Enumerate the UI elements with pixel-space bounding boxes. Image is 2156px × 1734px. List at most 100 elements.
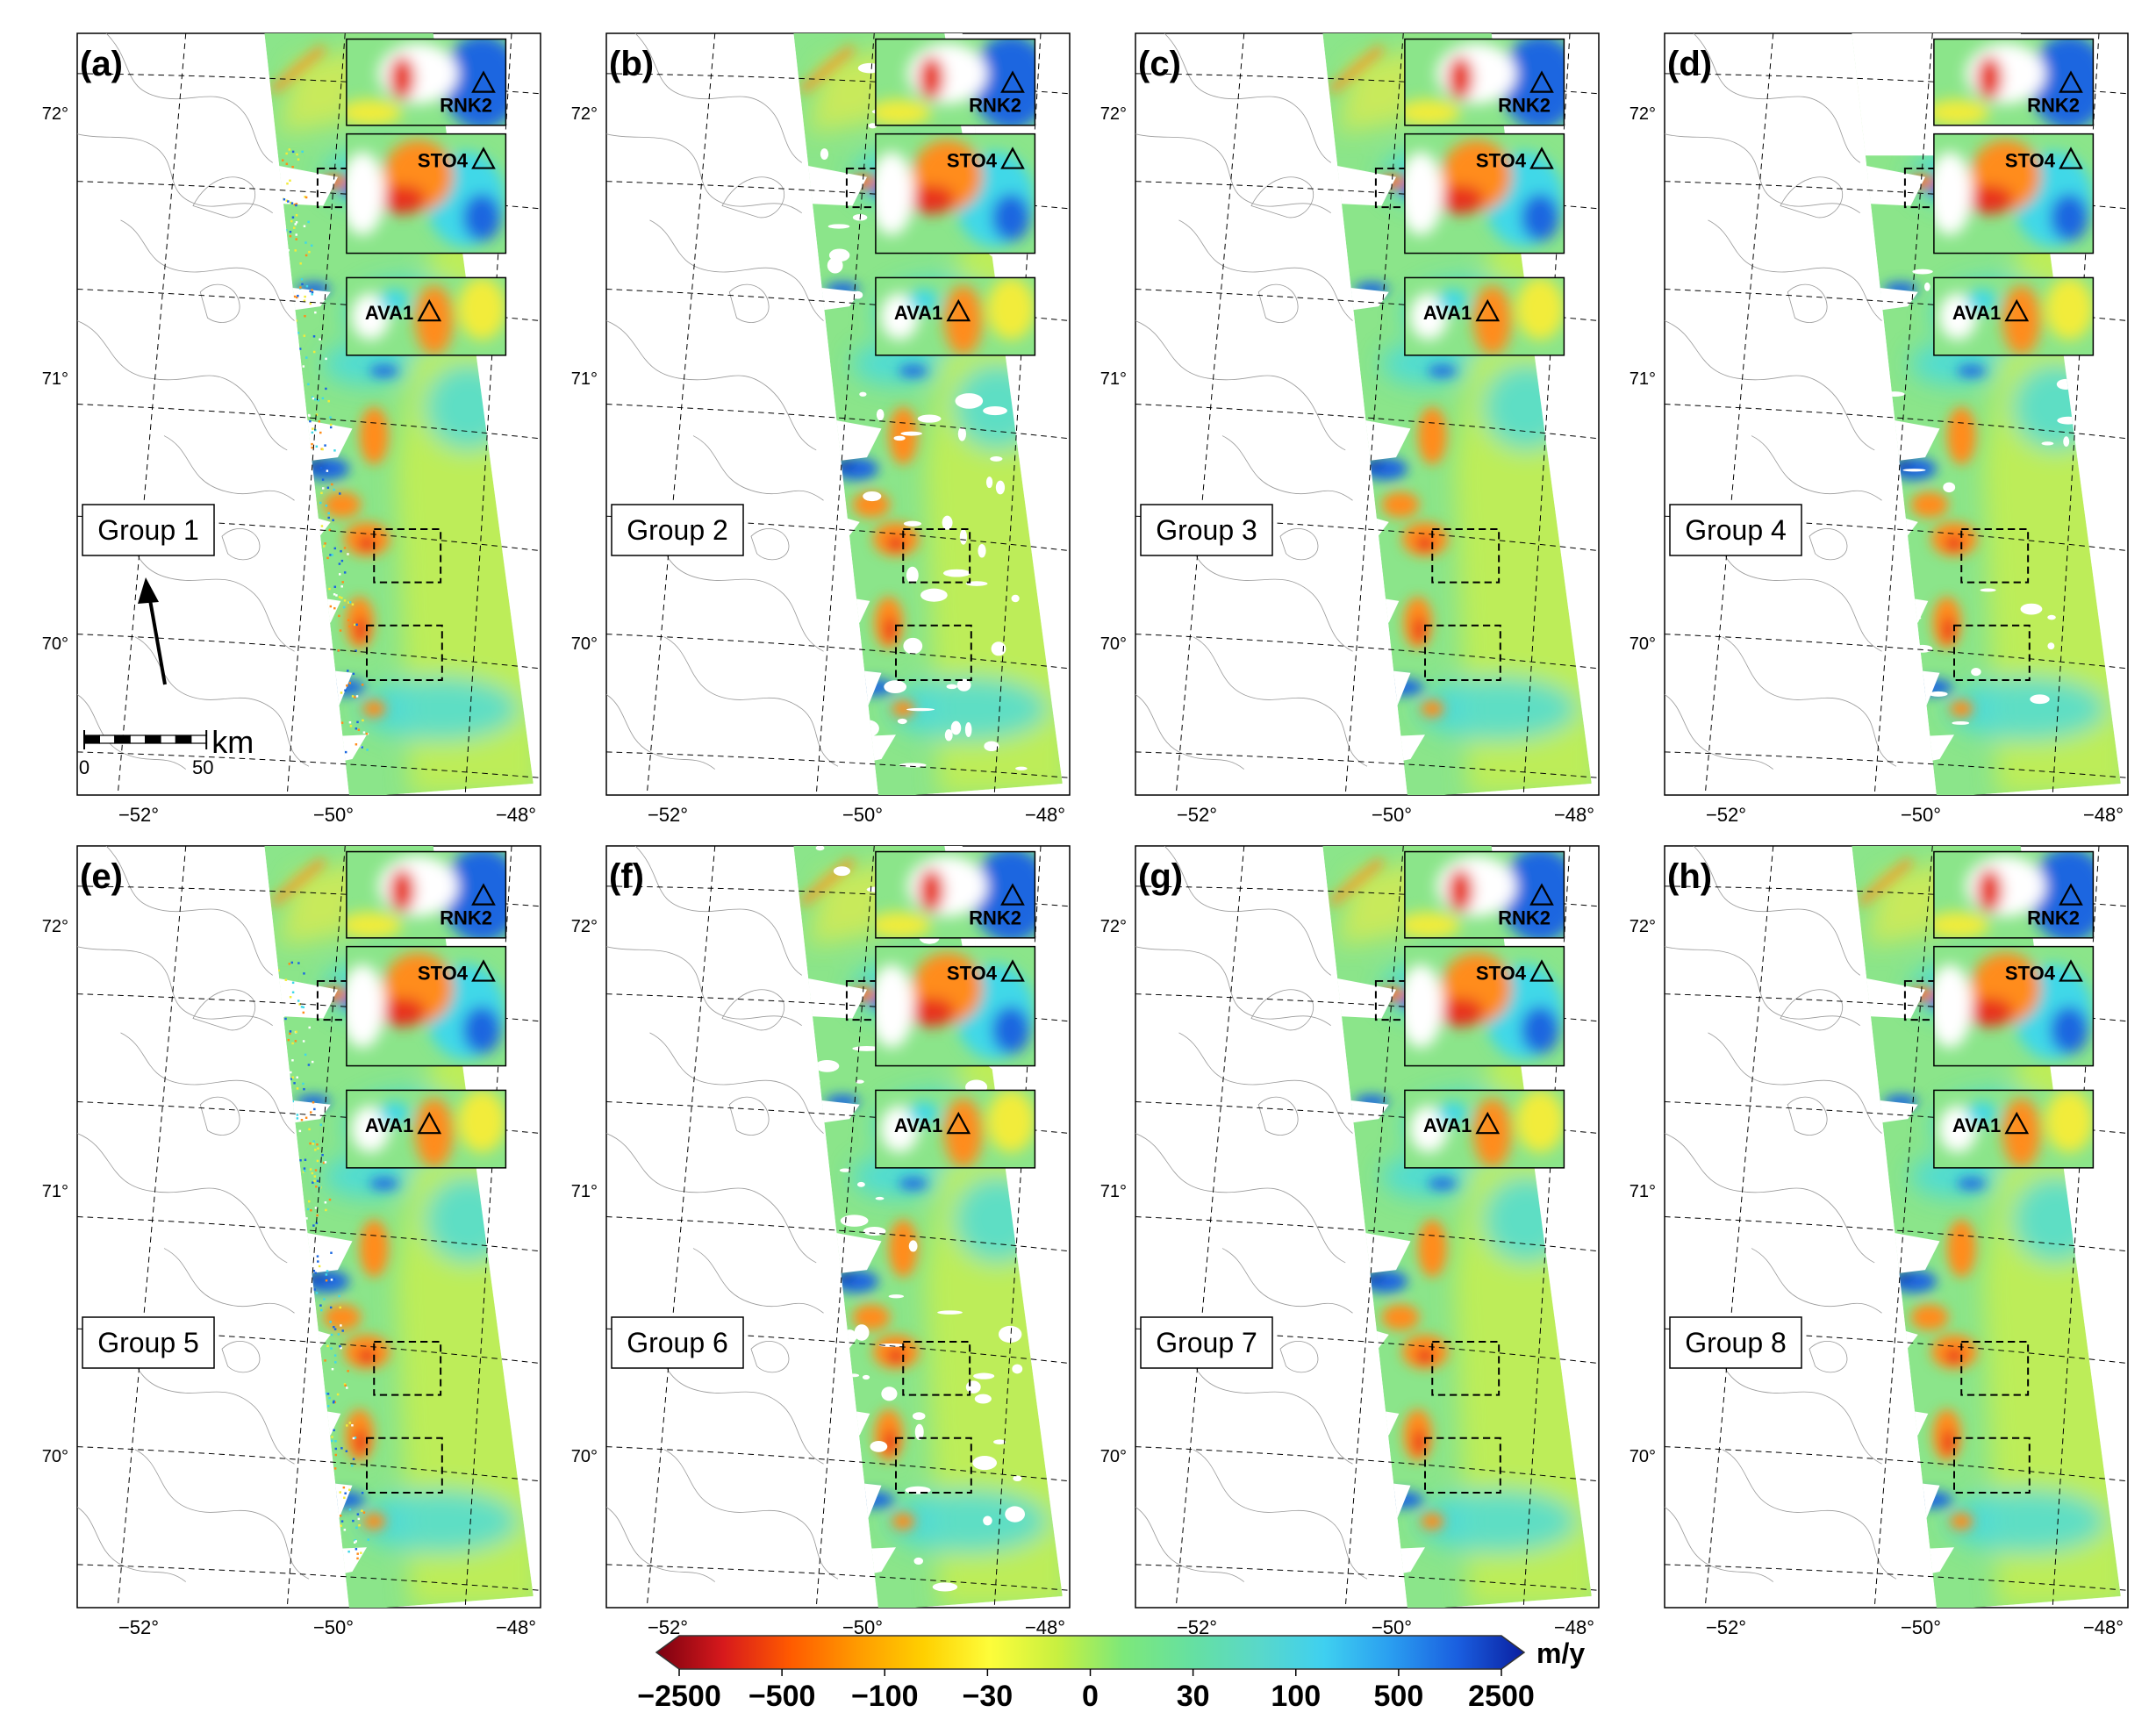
coastline [606,846,839,1582]
station-label: RNK2 [2027,907,2080,929]
station-label: RNK2 [969,95,1021,117]
station-triangle-icon [1529,70,1554,93]
station-triangle-icon [1475,1111,1501,1135]
station-label: AVA1 [894,1114,942,1136]
lat-label: 70° [1630,634,1656,654]
panel-letter: (h) [1667,857,1712,896]
lon-label: −52° [1706,804,1746,826]
inset-rnk2: RNK2 [1933,38,2095,126]
station-triangle-icon [1000,959,1025,982]
lat-label: 71° [571,369,598,389]
lat-label: 72° [1630,917,1656,936]
group-label-box: Group 7 [1140,1316,1273,1369]
lon-label: −48° [1554,1616,1594,1638]
lat-label: 70° [571,634,598,654]
lon-label: −52° [1706,1616,1746,1638]
coastline [1665,33,1897,770]
station-triangle-icon [2004,298,2030,322]
colorbar-tick-label: −500 [749,1680,816,1713]
group-label-box: Group 3 [1140,504,1273,556]
station-triangle-icon [2059,70,2083,93]
inset-rnk2: RNK2 [875,38,1036,126]
scale-bar: km 0 50 [79,724,254,778]
group-label: Group 7 [1156,1327,1257,1358]
station-label: AVA1 [365,302,413,324]
lon-label: −50° [1901,804,1941,826]
lat-label: 72° [1100,917,1127,936]
colorbar-tick-label: −2500 [637,1680,721,1713]
station-label: AVA1 [1423,1114,1472,1136]
lon-label: −52° [1177,804,1217,826]
station-label: AVA1 [1423,302,1472,324]
station-label: AVA1 [1952,302,2001,324]
inset-ava1: AVA1 [1933,1089,2095,1169]
group-label: Group 3 [1156,514,1257,546]
station-label: RNK2 [969,907,1021,929]
station-triangle-icon [1000,883,1025,906]
group-label: Group 5 [97,1327,199,1358]
inset-rnk2: RNK2 [875,850,1036,939]
lat-label: 71° [1630,369,1656,389]
inset-rnk2: RNK2 [346,850,507,939]
station-triangle-icon [471,959,496,982]
station-triangle-icon [946,298,971,322]
station-triangle-icon [2004,1111,2030,1135]
colorbar-tick-label: 30 [1177,1680,1210,1713]
station-label: STO4 [418,150,469,172]
inset-sto4: STO4 [1933,945,2095,1067]
edge-noise [277,961,369,1560]
station-label: AVA1 [894,302,942,324]
scale-tick: 0 [79,756,90,778]
panel-letter: (a) [80,45,123,83]
inset-sto4: STO4 [1404,133,1565,254]
inset-ava1: AVA1 [875,1089,1036,1169]
panel-letter: (b) [609,45,654,83]
lon-label: −50° [842,1616,883,1638]
group-label-box: Group 4 [1669,504,1802,556]
lat-label: 71° [1100,1182,1127,1201]
inset-sto4: STO4 [875,133,1036,254]
inset-sto4: STO4 [346,133,507,254]
station-triangle-icon [471,883,496,906]
lat-label: 70° [42,1447,68,1466]
lat-label: 72° [1100,104,1127,124]
inset-sto4: STO4 [1933,133,2095,254]
station-label: AVA1 [1952,1114,2001,1136]
station-triangle-icon [2059,883,2083,906]
station-triangle-icon [471,147,496,169]
map-panel: RNK2 STO4 AVA1 (g) Group 7 72° 71° 70° −52° −50° −… [1100,845,1600,1638]
colorbar-tick-label: 100 [1271,1680,1321,1713]
group-label: Group 4 [1685,514,1787,546]
colorbar-tick-label: 2500 [1468,1680,1535,1713]
scale-unit: km [211,724,254,760]
panel-grid: RNK2 STO4 AVA1 (a) Group 1 km 0 50 72° 71° 70° −52°… [42,32,2129,1638]
inset-ava1: AVA1 [1933,276,2095,356]
inset-sto4: STO4 [1404,945,1565,1067]
north-arrow-icon [138,577,167,685]
panel-letter: (f) [609,857,644,896]
group-label-box: Group 5 [82,1316,215,1369]
station-triangle-icon [1000,147,1025,169]
map-panel: RNK2 STO4 AVA1 (c) Group 3 72° 71° 70° −52° −50° −… [1100,32,1600,826]
station-triangle-icon [1475,298,1501,322]
group-label-box: Group 1 [82,504,215,556]
station-label: STO4 [1476,963,1527,985]
lat-label: 72° [42,917,68,936]
lat-label: 71° [571,1182,598,1201]
lon-label: −48° [2083,804,2124,826]
inset-ava1: AVA1 [1404,1089,1565,1169]
inset-rnk2: RNK2 [1933,850,2095,939]
station-label: STO4 [418,963,469,985]
map-panel: RNK2 STO4 AVA1 (b) Group 2 72° 71° 70° −52° −50° −… [571,32,1071,826]
station-triangle-icon [946,1111,971,1135]
lon-label: −48° [1025,804,1065,826]
group-label: Group 8 [1685,1327,1787,1358]
panel-letter: (c) [1138,45,1181,83]
lat-label: 70° [1100,634,1127,654]
lat-label: 70° [1100,1447,1127,1466]
station-triangle-icon [1529,883,1554,906]
coastline [77,33,310,770]
lon-label: −48° [1554,804,1594,826]
lon-label: −50° [313,1616,354,1638]
